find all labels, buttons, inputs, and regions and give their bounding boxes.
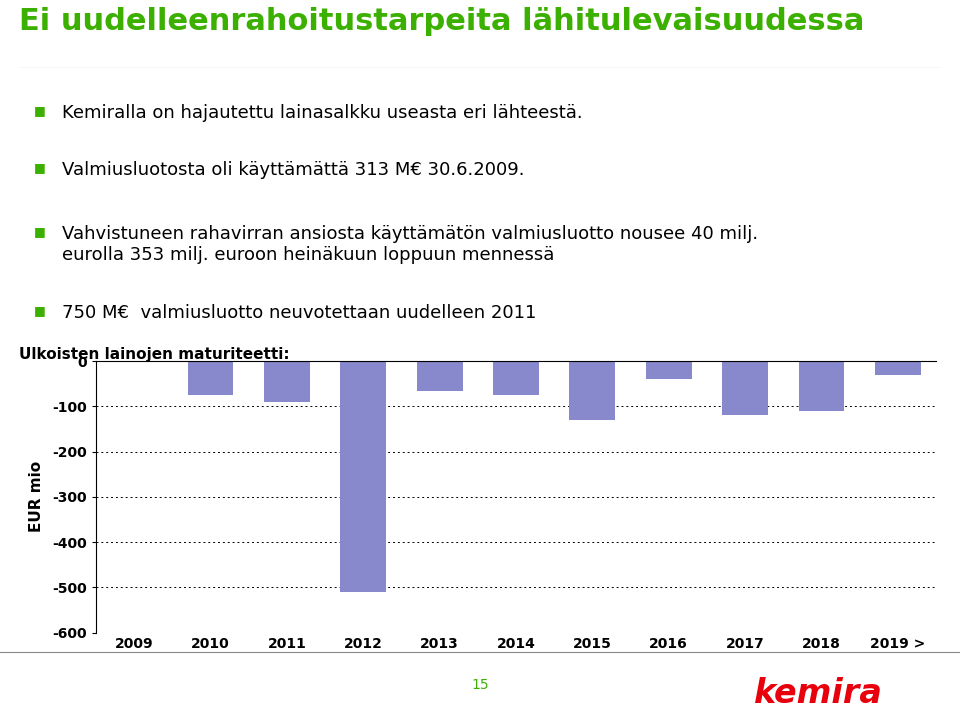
Text: Vahvistuneen rahavirran ansiosta käyttämätön valmiusluotto nousee 40 milj.
eurol: Vahvistuneen rahavirran ansiosta käyttäm… [62, 225, 758, 264]
Text: 2009: 2009 [115, 637, 154, 651]
Text: 2014: 2014 [496, 637, 536, 651]
Text: 2011: 2011 [268, 637, 306, 651]
Bar [569, 361, 615, 420]
Bar [646, 361, 691, 379]
Bar [493, 361, 539, 395]
Bar [264, 361, 310, 402]
Text: 2019 >: 2019 > [870, 637, 925, 651]
Text: 15: 15 [471, 678, 489, 691]
Text: 750 M€  valmiusluotto neuvotettaan uudelleen 2011: 750 M€ valmiusluotto neuvotettaan uudell… [62, 304, 537, 322]
Text: Valmiusluotosta oli käyttämättä 313 M€ 30.6.2009.: Valmiusluotosta oli käyttämättä 313 M€ 3… [62, 161, 525, 179]
Text: 2016: 2016 [649, 637, 688, 651]
Text: 2018: 2018 [802, 637, 841, 651]
Text: kemira: kemira [755, 677, 883, 710]
Bar [875, 361, 921, 375]
Text: Ulkoisten lainojen maturiteetti:: Ulkoisten lainojen maturiteetti: [19, 347, 290, 362]
Text: 2013: 2013 [420, 637, 459, 651]
Text: ■: ■ [34, 225, 45, 238]
Text: ■: ■ [34, 304, 45, 317]
Bar [799, 361, 845, 411]
Bar [722, 361, 768, 415]
Text: ■: ■ [34, 104, 45, 117]
Y-axis label: EUR mio: EUR mio [29, 461, 44, 533]
Bar [341, 361, 386, 592]
Text: 2015: 2015 [573, 637, 612, 651]
Bar [417, 361, 463, 390]
Text: 2017: 2017 [726, 637, 764, 651]
Text: Ei uudelleenrahoitustarpeita lähitulevaisuudessa: Ei uudelleenrahoitustarpeita lähitulevai… [19, 7, 865, 36]
Text: 2012: 2012 [344, 637, 383, 651]
Bar [187, 361, 233, 395]
Text: 2010: 2010 [191, 637, 230, 651]
Text: Kemiralla on hajautettu lainasalkku useasta eri lähteestä.: Kemiralla on hajautettu lainasalkku usea… [62, 104, 583, 122]
Text: ■: ■ [34, 161, 45, 174]
